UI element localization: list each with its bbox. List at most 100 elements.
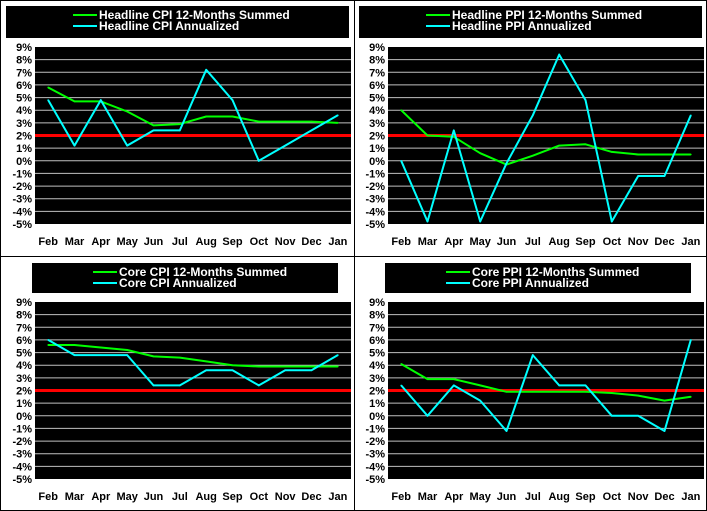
y-tick-label: -1%: [365, 168, 385, 180]
data-point: [231, 369, 234, 372]
data-point: [310, 365, 313, 368]
x-tick-label: Apr: [444, 236, 464, 248]
y-tick-label: -5%: [365, 474, 385, 486]
x-tick-label: Aug: [548, 491, 569, 503]
data-point: [584, 390, 587, 393]
data-point: [284, 365, 286, 368]
x-tick-label: Feb: [391, 236, 411, 248]
data-point: [663, 430, 666, 432]
y-tick-label: 7%: [369, 322, 385, 334]
series-line-annualized: [47, 339, 339, 387]
y-tick-label: 2%: [16, 386, 32, 398]
y-tick-label: -1%: [12, 423, 32, 435]
series-line-summed: [400, 109, 691, 166]
y-tick-label: -3%: [365, 194, 385, 206]
data-point: [337, 122, 339, 124]
data-point: [611, 392, 613, 394]
x-tick-label: Oct: [603, 491, 622, 503]
y-tick-label: 4%: [369, 105, 385, 117]
x-tick-label: Mar: [418, 491, 438, 503]
legend-label: Core PPI Annualized: [472, 276, 589, 290]
y-tick-label: 9%: [369, 42, 385, 54]
x-tick-label: Jan: [681, 491, 700, 503]
x-tick-label: May: [116, 491, 138, 503]
legend-box: [6, 6, 349, 38]
data-point: [453, 384, 455, 387]
legend-label: Headline CPI 12-Months Summed: [99, 8, 290, 22]
x-tick-label: Aug: [548, 236, 569, 248]
data-point: [310, 129, 313, 132]
y-tick-label: 5%: [16, 93, 32, 105]
y-tick-label: 3%: [369, 118, 385, 130]
x-tick-label: Nov: [275, 491, 297, 503]
x-tick-label: Feb: [38, 491, 58, 503]
series-line-summed: [48, 344, 338, 368]
data-point: [637, 153, 639, 156]
x-tick-label: May: [116, 236, 138, 248]
series-line-summed: [47, 86, 338, 127]
y-tick-label: 9%: [369, 297, 385, 309]
x-tick-label: May: [469, 236, 491, 248]
x-tick-label: Dec: [301, 236, 321, 248]
data-point: [690, 396, 692, 398]
y-tick-label: 6%: [16, 335, 32, 347]
y-tick-label: 0%: [16, 411, 32, 423]
headline-cpi-panel: Headline CPI 12-Months Summed Headline CP…: [1, 1, 355, 257]
x-tick-label: Sep: [575, 236, 595, 248]
legend-label: Headline CPI Annualized: [99, 19, 239, 33]
series-line-annualized: [400, 339, 692, 432]
x-tick-label: Nov: [628, 236, 650, 248]
data-point: [100, 99, 102, 101]
data-point: [453, 135, 455, 138]
x-tick-label: Feb: [38, 236, 58, 248]
legend-box: [32, 263, 338, 293]
y-tick-label: -2%: [365, 181, 385, 193]
y-tick-label: 6%: [369, 80, 385, 92]
data-point: [284, 369, 286, 372]
data-point: [100, 346, 102, 349]
y-tick-label: 2%: [369, 386, 385, 398]
legend-label: Headline PPI 12-Months Summed: [452, 8, 642, 22]
data-point: [258, 120, 260, 123]
data-point: [258, 159, 260, 162]
y-tick-label: -2%: [12, 181, 32, 193]
x-tick-label: Jul: [172, 236, 188, 248]
data-point: [637, 175, 639, 177]
data-point: [663, 399, 666, 402]
data-point: [637, 414, 639, 417]
data-point: [611, 220, 613, 223]
data-point: [532, 114, 534, 117]
x-tick-label: Jun: [497, 491, 517, 503]
data-point: [663, 153, 666, 156]
data-point: [532, 390, 534, 393]
data-point: [205, 68, 207, 71]
y-tick-label: 3%: [369, 373, 385, 385]
y-tick-label: -2%: [365, 436, 385, 448]
data-point: [152, 384, 155, 387]
x-tick-label: Sep: [575, 491, 595, 503]
data-point: [690, 153, 692, 156]
data-point: [152, 355, 155, 358]
data-point: [400, 384, 402, 387]
y-tick-label: 1%: [369, 398, 385, 410]
y-tick-label: 6%: [16, 80, 32, 92]
data-point: [310, 369, 313, 372]
y-tick-label: 5%: [369, 93, 385, 105]
x-tick-label: Nov: [275, 236, 297, 248]
data-point: [453, 378, 455, 380]
x-tick-label: May: [469, 491, 491, 503]
x-tick-label: Aug: [195, 236, 216, 248]
data-point: [205, 369, 207, 372]
x-tick-label: Apr: [91, 491, 111, 503]
y-tick-label: -4%: [365, 206, 385, 218]
core-ppi-panel: Core PPI 12-Months Summed Core PPI Annual…: [354, 256, 707, 511]
x-tick-label: Jun: [144, 236, 164, 248]
x-tick-label: Jul: [525, 236, 541, 248]
y-tick-label: 4%: [16, 105, 32, 117]
series-line-summed: [400, 363, 691, 402]
data-point: [400, 159, 402, 162]
data-point: [179, 356, 181, 359]
x-tick-label: Sep: [222, 491, 242, 503]
x-tick-label: Jul: [525, 491, 541, 503]
data-point: [558, 390, 560, 393]
